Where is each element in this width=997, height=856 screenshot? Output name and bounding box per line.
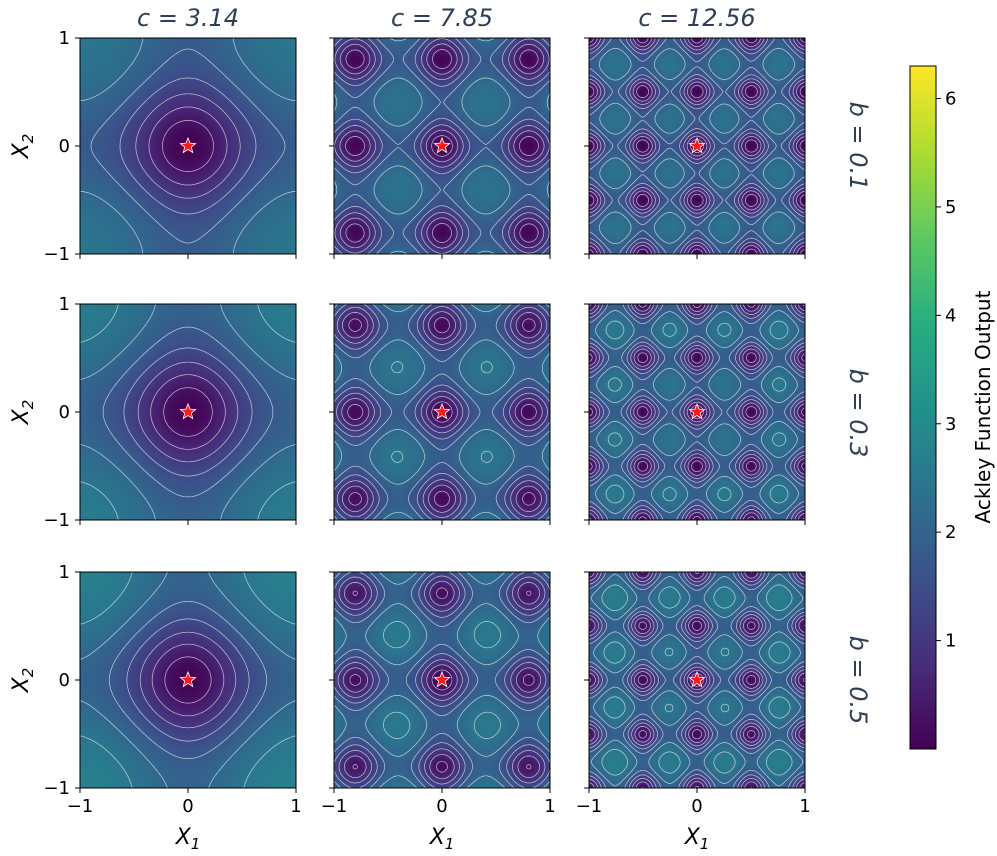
x-tick-label: 1 [290,796,301,817]
minimum-star-icon [179,136,197,154]
y-axis-label-sub: 2 [19,134,37,144]
x-axis-label-sub: 1 [191,835,201,853]
y-axis-label: X2 [9,134,37,160]
y-tick-label: 1 [59,28,70,49]
y-tick-label: −1 [43,510,70,531]
minimum-star-icon [433,402,451,420]
x-axis-label-sub: 1 [700,835,710,853]
contour-lines [79,37,297,255]
panel-b3-c2: −1 0 1X1 [321,571,556,853]
contour-lines [79,571,297,789]
contour-lines [79,303,297,521]
y-tick-label: 0 [59,402,70,423]
minimum-star-icon [179,402,197,420]
x-tick-label: −1 [67,796,94,817]
colorbar-tick-label: 1 [945,631,956,652]
contour-lines [588,303,806,521]
y-tick-label: −1 [43,244,70,265]
minimum-star-icon [179,670,197,688]
contour-lines [588,37,806,255]
panel-b2-c3 [584,303,806,525]
y-tick-label: 0 [59,136,70,157]
x-axis-label-sub: 1 [445,835,455,853]
colorbar-tick-label: 5 [945,197,956,218]
x-tick-label: 1 [544,796,555,817]
x-tick-label: 0 [691,796,702,817]
minimum-star-icon [433,670,451,688]
row-title-3: b = 0.5 [844,636,872,725]
row-title-2: b = 0.3 [844,369,872,458]
x-axis-label: X1 [429,825,455,853]
colorbar-tick-label: 4 [945,305,956,326]
panel-b1-c1: 1 0 −1 X2 [9,28,297,265]
y-axis-label: X2 [9,668,37,694]
x-tick-label: 0 [182,796,193,817]
minimum-star-icon [688,670,706,688]
x-tick-label: −1 [576,796,603,817]
y-tick-label: 0 [59,670,70,691]
minimum-star-icon [688,402,706,420]
contour-lines [333,37,551,255]
panel-b3-c3: −1 0 1X1 [576,571,811,853]
x-tick-label: 1 [799,796,810,817]
colorbar-ticks: 1 2 3 4 5 6 [936,89,956,652]
minimum-star-icon [433,136,451,154]
x-axis-label: X1 [175,825,201,853]
colorbar-gradient [909,65,937,750]
panel-b1-c2 [329,37,551,259]
y-tick-label: 1 [59,294,70,315]
y-axis-label-sub: 2 [19,668,37,678]
column-title-2: c = 7.85 [391,4,493,32]
y-axis-label: X2 [9,400,37,426]
y-tick-label: 1 [59,562,70,583]
colorbar: 1 2 3 4 5 6 Ackley Function Output [909,65,995,750]
panel-b3-c1: 10−1X2−1 0 1X1 [9,562,302,853]
panel-b1-c3 [584,37,806,259]
colorbar-tick-label: 3 [945,414,956,435]
x-tick-label: 0 [436,796,447,817]
minimum-star-icon [688,136,706,154]
y-axis-label-sub: 2 [19,400,37,410]
panel-b2-c1: 1 0 −1 X2 [9,294,297,531]
x-axis-label: X1 [684,825,710,853]
column-title-1: c = 3.14 [137,4,239,32]
contour-lines [333,571,551,789]
panel-b2-c2 [329,303,551,525]
colorbar-label: Ackley Function Output [971,290,995,523]
x-tick-label: −1 [321,796,348,817]
colorbar-tick-label: 2 [945,522,956,543]
row-title-1: b = 0.1 [844,102,872,191]
contour-lines [333,303,551,521]
column-title-3: c = 12.56 [638,4,755,32]
y-tick-label: −1 [43,778,70,799]
colorbar-tick-label: 6 [945,89,956,110]
